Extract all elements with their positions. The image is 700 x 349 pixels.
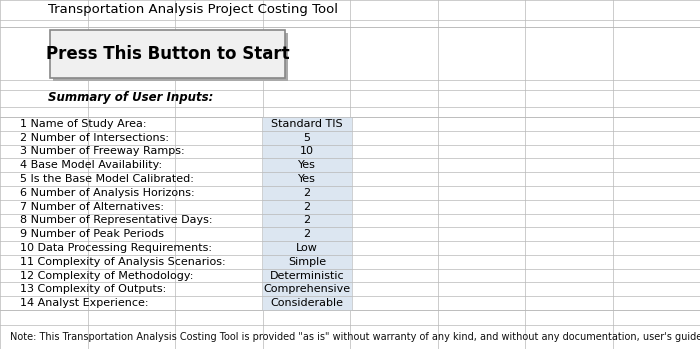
Text: Comprehensive: Comprehensive — [263, 284, 351, 294]
Text: 5: 5 — [304, 133, 311, 143]
Text: 13 Complexity of Outputs:: 13 Complexity of Outputs: — [20, 284, 167, 294]
Text: 8 Number of Representative Days:: 8 Number of Representative Days: — [20, 215, 213, 225]
Bar — [262, 117, 352, 131]
Text: Standard TIS: Standard TIS — [271, 119, 343, 129]
Bar — [262, 200, 352, 214]
Text: 2: 2 — [303, 215, 311, 225]
Text: Summary of User Inputs:: Summary of User Inputs: — [48, 91, 214, 104]
Bar — [53, 33, 288, 81]
Bar — [262, 158, 352, 172]
Text: Note: This Transportation Analysis Costing Tool is provided "as is" without warr: Note: This Transportation Analysis Costi… — [10, 332, 700, 342]
Text: Yes: Yes — [298, 160, 316, 170]
Text: Deterministic: Deterministic — [270, 270, 344, 281]
Text: Simple: Simple — [288, 257, 326, 267]
Bar — [262, 144, 352, 158]
Text: 2: 2 — [303, 229, 311, 239]
Bar — [262, 241, 352, 255]
Bar — [262, 186, 352, 200]
Text: Transportation Analysis Project Costing Tool: Transportation Analysis Project Costing … — [48, 3, 338, 16]
Bar — [262, 282, 352, 296]
Text: 4 Base Model Availability:: 4 Base Model Availability: — [20, 160, 162, 170]
Text: 11 Complexity of Analysis Scenarios:: 11 Complexity of Analysis Scenarios: — [20, 257, 225, 267]
Text: 7 Number of Alternatives:: 7 Number of Alternatives: — [20, 202, 164, 211]
Bar — [262, 227, 352, 241]
Text: 14 Analyst Experience:: 14 Analyst Experience: — [20, 298, 148, 308]
Text: Yes: Yes — [298, 174, 316, 184]
Bar — [50, 30, 285, 78]
Text: Press This Button to Start: Press This Button to Start — [46, 45, 289, 63]
Bar — [262, 255, 352, 269]
Text: 10: 10 — [300, 147, 314, 156]
Text: 6 Number of Analysis Horizons:: 6 Number of Analysis Horizons: — [20, 188, 195, 198]
Text: 10 Data Processing Requirements:: 10 Data Processing Requirements: — [20, 243, 212, 253]
Text: 9 Number of Peak Periods: 9 Number of Peak Periods — [20, 229, 164, 239]
Text: 3 Number of Freeway Ramps:: 3 Number of Freeway Ramps: — [20, 147, 185, 156]
Bar — [262, 296, 352, 310]
Bar — [262, 269, 352, 282]
Text: 2 Number of Intersections:: 2 Number of Intersections: — [20, 133, 169, 143]
Text: 2: 2 — [303, 202, 311, 211]
Text: Considerable: Considerable — [270, 298, 344, 308]
Text: 2: 2 — [303, 188, 311, 198]
Text: Low: Low — [296, 243, 318, 253]
Bar — [262, 131, 352, 144]
Text: 12 Complexity of Methodology:: 12 Complexity of Methodology: — [20, 270, 193, 281]
Bar — [262, 214, 352, 227]
Text: 1 Name of Study Area:: 1 Name of Study Area: — [20, 119, 146, 129]
Text: 5 Is the Base Model Calibrated:: 5 Is the Base Model Calibrated: — [20, 174, 194, 184]
Bar — [262, 172, 352, 186]
